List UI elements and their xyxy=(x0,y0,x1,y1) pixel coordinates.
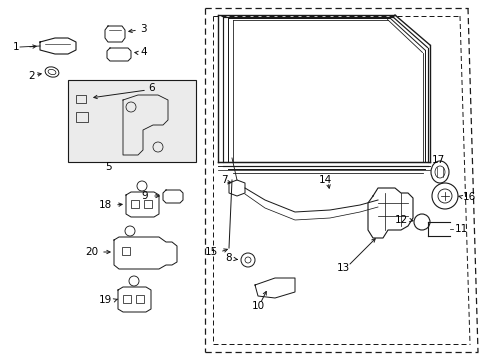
Text: 20: 20 xyxy=(85,247,98,257)
Text: 8: 8 xyxy=(225,253,231,263)
Text: 6: 6 xyxy=(148,83,154,93)
Text: 13: 13 xyxy=(336,263,349,273)
FancyBboxPatch shape xyxy=(68,80,196,162)
Text: 10: 10 xyxy=(251,301,264,311)
Text: 19: 19 xyxy=(99,295,112,305)
Bar xyxy=(131,200,139,208)
Text: 11: 11 xyxy=(454,224,468,234)
Text: 2: 2 xyxy=(28,71,35,81)
Text: 15: 15 xyxy=(204,247,218,257)
Bar xyxy=(136,295,143,303)
Text: 3: 3 xyxy=(140,24,146,34)
Text: 12: 12 xyxy=(394,215,407,225)
Text: 14: 14 xyxy=(318,175,331,185)
Bar xyxy=(76,95,86,103)
Bar xyxy=(123,295,131,303)
Text: 7: 7 xyxy=(220,175,227,185)
Text: 9: 9 xyxy=(141,191,148,201)
Text: 17: 17 xyxy=(430,155,444,165)
Text: 16: 16 xyxy=(462,192,475,202)
Bar xyxy=(76,112,88,122)
Text: 4: 4 xyxy=(140,47,146,57)
Text: 1: 1 xyxy=(13,42,20,52)
Bar xyxy=(143,200,152,208)
Text: 5: 5 xyxy=(104,162,111,172)
Bar xyxy=(122,247,130,255)
Text: 18: 18 xyxy=(99,200,112,210)
